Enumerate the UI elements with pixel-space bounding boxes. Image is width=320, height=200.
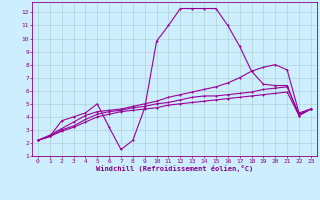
- X-axis label: Windchill (Refroidissement éolien,°C): Windchill (Refroidissement éolien,°C): [96, 165, 253, 172]
